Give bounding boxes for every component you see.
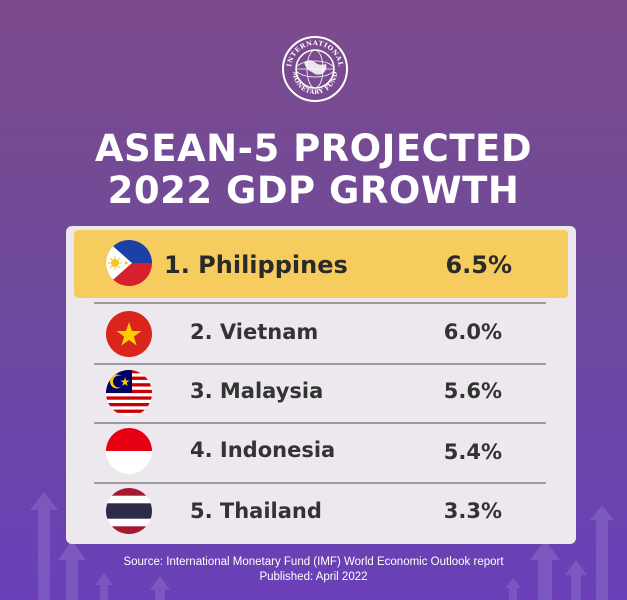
title-line-2: 2022 GDP GROWTH bbox=[107, 169, 520, 212]
row-divider bbox=[94, 422, 546, 424]
growth-value: 6.0% bbox=[443, 320, 502, 344]
thailand-flag-icon bbox=[106, 488, 152, 534]
chart-title: ASEAN-5 PROJECTED 2022 GDP GROWTH bbox=[0, 128, 627, 212]
row-divider bbox=[94, 482, 546, 484]
highlight-row-background bbox=[74, 230, 568, 298]
source-text: Source: International Monetary Fund (IMF… bbox=[123, 556, 504, 568]
row-divider bbox=[94, 302, 546, 304]
country-label: 3. Malaysia bbox=[190, 379, 324, 403]
vietnam-flag-icon bbox=[106, 311, 152, 357]
published-text: Published: April 2022 bbox=[259, 571, 368, 583]
growth-value: 3.3% bbox=[443, 499, 502, 523]
title-line-1: ASEAN-5 PROJECTED bbox=[94, 127, 533, 170]
country-label: 5. Thailand bbox=[190, 499, 322, 523]
country-label: 4. Indonesia bbox=[190, 438, 336, 462]
malaysia-flag-icon bbox=[106, 370, 152, 416]
country-label: 1. Philippines bbox=[164, 251, 348, 279]
country-label: 2. Vietnam bbox=[190, 320, 319, 344]
growth-value: 5.4% bbox=[443, 440, 502, 464]
source-footer: Source: International Monetary Fund (IMF… bbox=[0, 555, 627, 585]
growth-value: 5.6% bbox=[443, 379, 502, 403]
imf-seal-logo: INTERNATIONAL MONETARY FUND bbox=[282, 36, 348, 102]
ranking-table: 1. Philippines 6.5% 2. Vietnam 6.0% bbox=[66, 226, 576, 544]
philippines-flag-icon bbox=[106, 240, 152, 286]
indonesia-flag-icon bbox=[106, 428, 152, 474]
svg-text:MONETARY FUND: MONETARY FUND bbox=[291, 71, 339, 96]
row-divider bbox=[94, 363, 546, 365]
growth-value: 6.5% bbox=[445, 251, 512, 279]
